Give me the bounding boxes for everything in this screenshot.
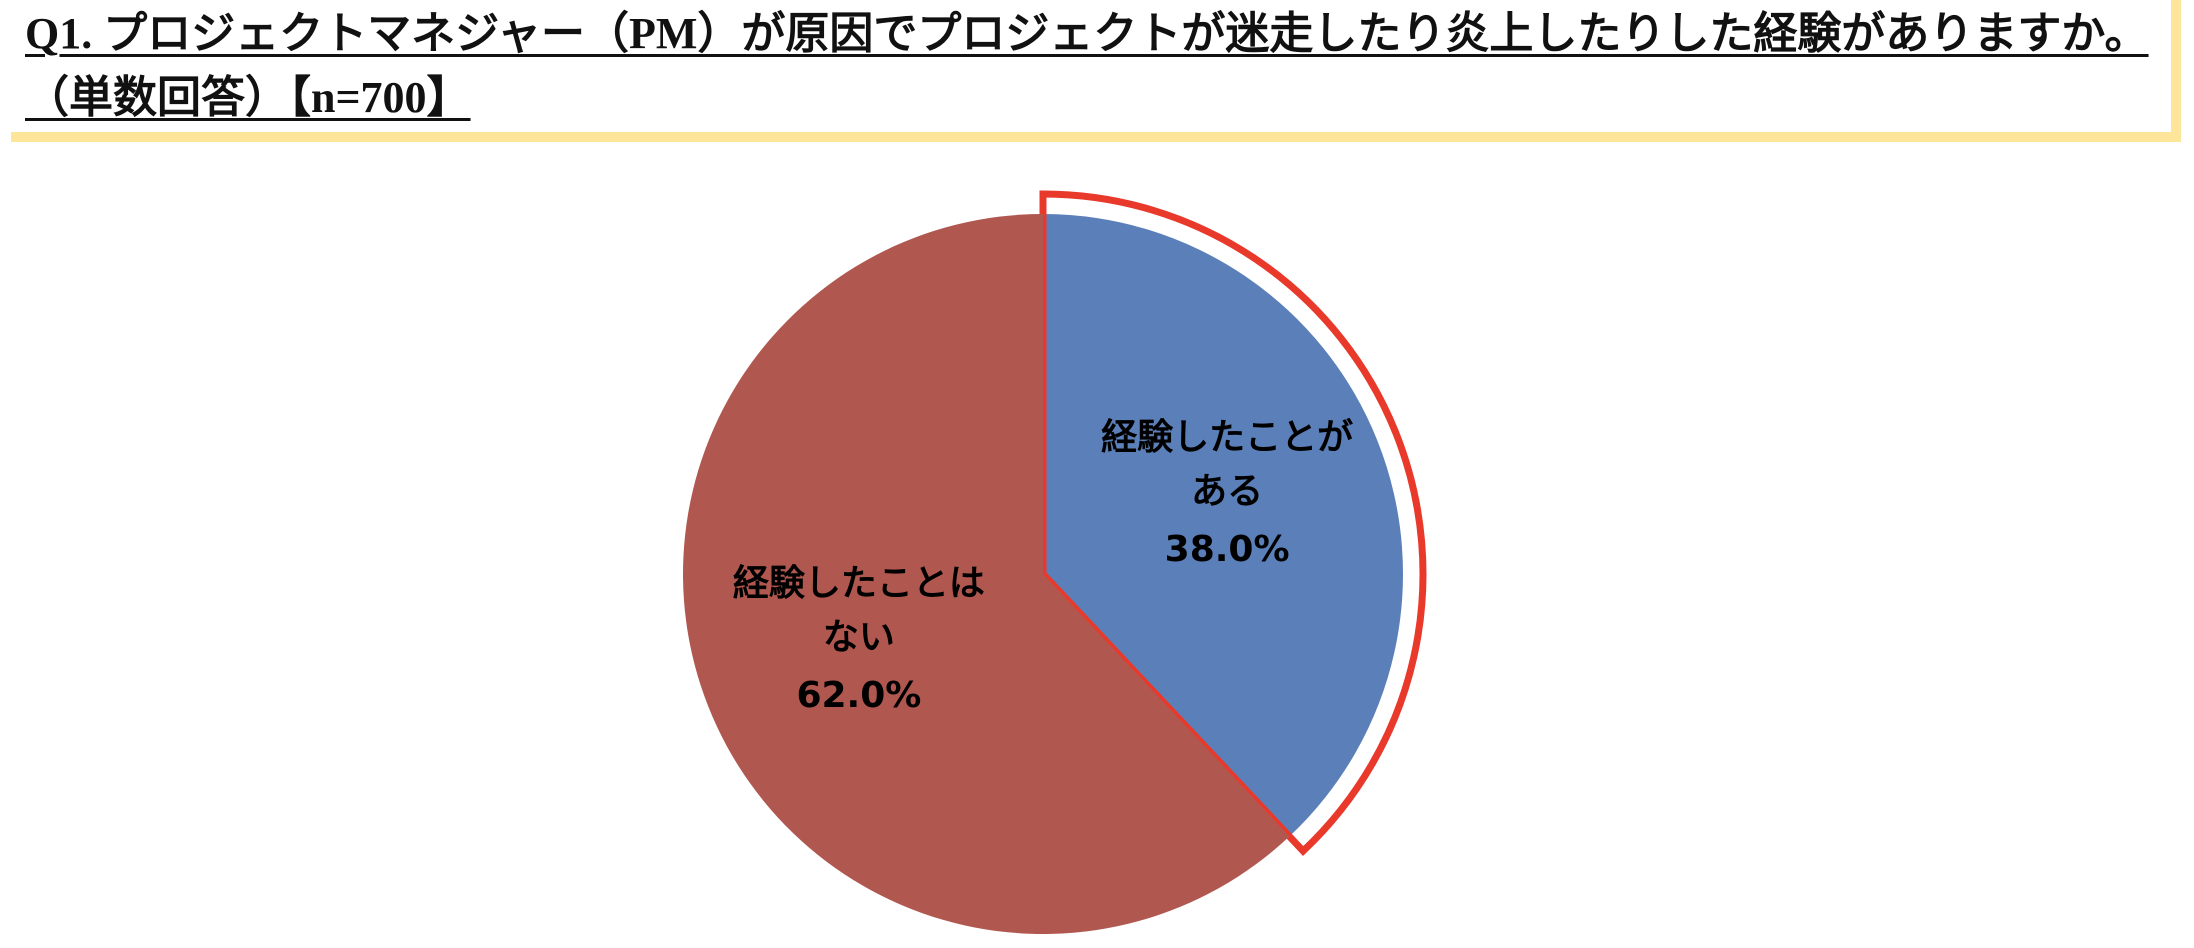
data-label: 経験したことがある 38.0% <box>1087 411 1367 577</box>
category-label: 経験したことがある <box>1101 417 1354 513</box>
pie-slice <box>682 214 1290 934</box>
value-label: 38.0% <box>1164 529 1290 571</box>
data-label-text: 経験したことはない 62.0% <box>719 557 999 723</box>
data-label: 経験したことはない 62.0% <box>719 557 999 723</box>
value-label: 62.0% <box>796 674 922 716</box>
category-label: 経験したことはない <box>732 562 985 658</box>
title-box: Q1. プロジェクトマネジャー（PM）が原因でプロジェクトが迷走したり炎上したり… <box>11 0 2181 142</box>
chart-title: Q1. プロジェクトマネジャー（PM）が原因でプロジェクトが迷走したり炎上したり… <box>25 9 2149 122</box>
data-label-text: 経験したことがある 38.0% <box>1087 411 1367 577</box>
highlight-outline <box>1039 190 1427 856</box>
pie-slice <box>1043 214 1403 837</box>
